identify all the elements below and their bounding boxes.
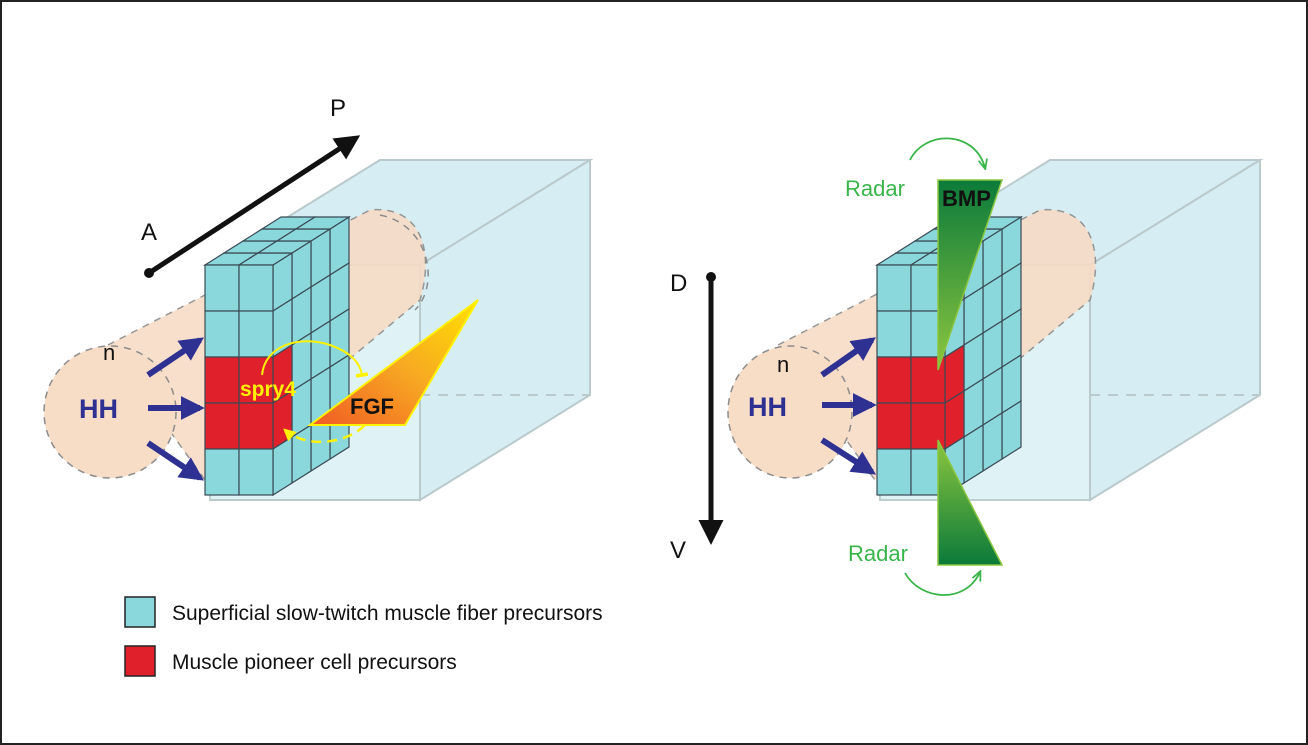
hh-arrow-down: [146, 440, 204, 481]
radar-bottom: Radar: [848, 541, 980, 596]
pioneer-cell: [204, 402, 240, 450]
radar-top: Radar: [845, 137, 985, 201]
axis-label-p: P: [330, 95, 346, 122]
slow-muscle-cell: [238, 264, 274, 312]
legend-item-pioneer: Muscle pioneer cell precursors: [124, 645, 457, 677]
bmp-gradient-top: BMP: [937, 179, 1004, 371]
pioneer-cell: [876, 356, 912, 404]
slow-muscle-cell: [204, 448, 240, 496]
axis-label-v: V: [670, 537, 686, 564]
hh-label-right: HH: [748, 392, 787, 422]
axis-label-a: A: [141, 219, 157, 246]
slow-muscle-cell: [876, 448, 912, 496]
hh-label-left: HH: [79, 394, 118, 424]
dv-axis: D V: [670, 270, 724, 564]
legend-swatch-slow-muscle: [124, 596, 156, 628]
notochord-label-right: n: [777, 352, 789, 377]
radar-label-top: Radar: [845, 176, 905, 201]
right-panel: BMP Radar Radar HH n D V: [670, 137, 1264, 596]
hh-arrows-left: [146, 337, 205, 481]
pioneer-cell: [238, 402, 274, 450]
left-panel: FGF spry4 HH n A P: [43, 95, 594, 502]
spry4-feedback: spry4: [240, 340, 369, 444]
legend-label-slow-muscle: Superficial slow-twitch muscle fiber pre…: [172, 602, 603, 625]
slow-muscle-cell: [204, 310, 240, 358]
slow-muscle-cell: [238, 310, 274, 358]
bmp-gradient-bottom: [937, 439, 1004, 566]
notochord-label-left: n: [103, 340, 115, 365]
legend-item-slow-muscle: Superficial slow-twitch muscle fiber pre…: [124, 596, 603, 628]
pioneer-cell: [238, 356, 274, 404]
legend-swatch-pioneer: [124, 645, 156, 677]
legend-label-pioneer: Muscle pioneer cell precursors: [172, 651, 457, 674]
pioneer-cell: [204, 356, 240, 404]
fgf-label: FGF: [350, 394, 394, 419]
bmp-label: BMP: [942, 186, 991, 211]
ap-axis: A P: [141, 95, 361, 278]
slow-muscle-cell: [204, 264, 240, 312]
hh-arrow-up: [820, 337, 876, 378]
slow-muscle-cell: [238, 448, 274, 496]
radar-label-bottom: Radar: [848, 541, 908, 566]
fgf-signal: FGF: [306, 299, 479, 426]
slow-muscle-cell: [876, 264, 912, 312]
cell-grid-left: [202, 215, 352, 497]
hh-arrows-right: [820, 337, 877, 475]
axis-label-d: D: [670, 270, 687, 297]
hh-arrow-up: [146, 337, 204, 378]
legend: Superficial slow-twitch muscle fiber pre…: [124, 596, 603, 677]
hh-arrow-down: [820, 437, 877, 475]
slow-muscle-cell: [293, 216, 352, 230]
spry4-label: spry4: [240, 378, 296, 401]
slow-muscle-cell: [876, 310, 912, 358]
pioneer-cell: [876, 402, 912, 450]
